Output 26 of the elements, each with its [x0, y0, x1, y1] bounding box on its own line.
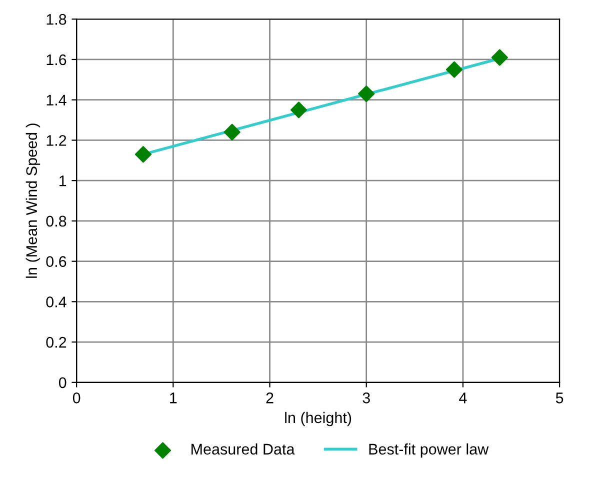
y-tick-label: 0: [58, 377, 66, 388]
y-tick-label: 1: [60, 176, 66, 186]
y-tick-label: 0.2: [46, 336, 66, 348]
point: [358, 85, 375, 102]
legend-label: Best-fit power law: [369, 443, 489, 458]
x-tick-label: 5: [556, 392, 564, 404]
x-tick-label: 2: [266, 392, 274, 404]
x-tick-label: 1: [170, 392, 177, 404]
x-axis-title: ln (height): [285, 412, 352, 426]
x-tick-label: 4: [459, 392, 467, 404]
y-tick-label: 0.4: [46, 296, 66, 308]
y-tick-label: 1.6: [46, 54, 66, 66]
point: [290, 102, 308, 118]
point: [491, 49, 508, 66]
point: [224, 124, 240, 140]
x-tick-label: 3: [362, 392, 370, 404]
point: [446, 61, 463, 78]
y-axis-title: ln (Mean Wind Speed ): [26, 124, 40, 278]
y-tick-label: 1.8: [46, 14, 66, 25]
point: [134, 146, 152, 163]
y-tick-label: 1.4: [46, 94, 66, 106]
y-tick-label: 1.2: [46, 135, 66, 146]
y-tick-label: 0.8: [46, 216, 66, 227]
legend-label: Measured Data: [192, 443, 295, 455]
x-tick-label: 0: [72, 392, 80, 404]
y-tick-label: 0.6: [46, 256, 66, 267]
